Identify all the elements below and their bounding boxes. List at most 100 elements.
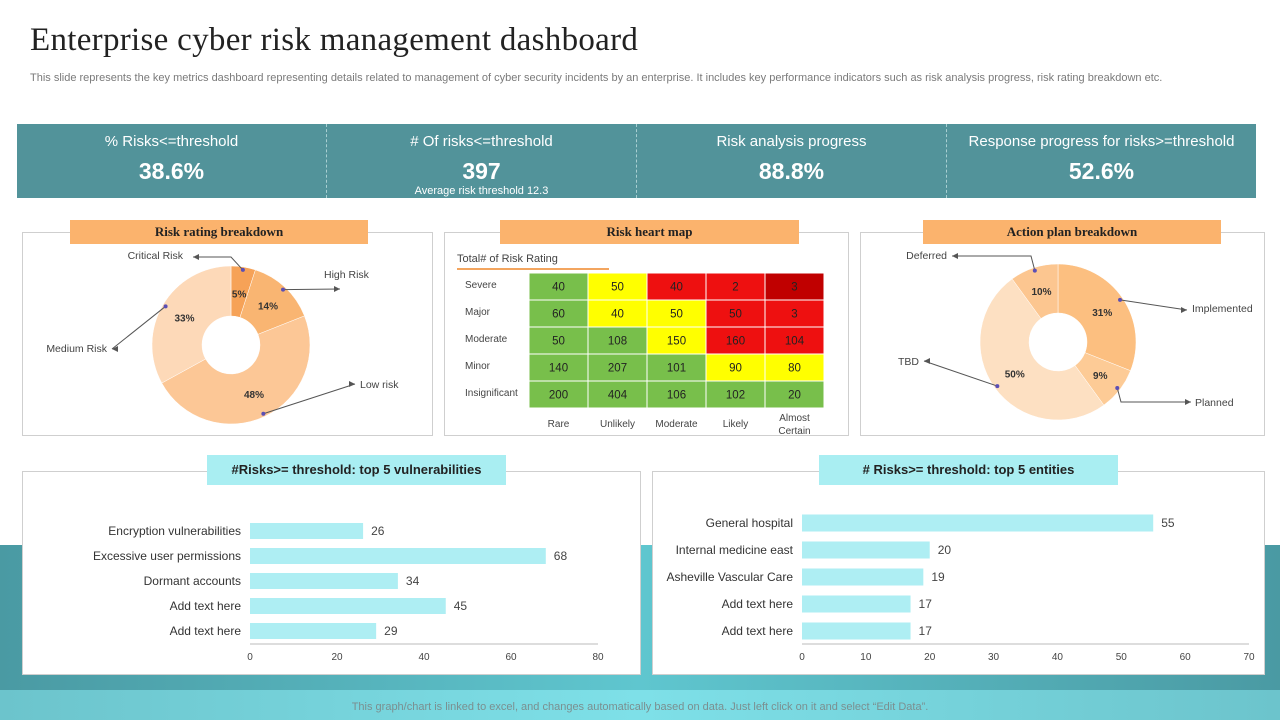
col-label-almost-certain: Almost Certain [778, 413, 810, 437]
x-tick-label: 0 [247, 652, 253, 663]
callout-label-planned: Planned [1195, 397, 1234, 409]
bar-add-text-here[interactable] [802, 595, 911, 613]
heatmap-cell-value: 50 [611, 282, 624, 294]
heatmap-cell[interactable] [646, 380, 707, 409]
category-label: Dormant accounts [144, 574, 241, 588]
vulnerabilities-panel: 0 20 40 60 80 Encryption vulnerabilities 26 Exc… [22, 471, 641, 675]
background-strip [0, 690, 1280, 720]
kpi-label: # Of risks<=threshold [410, 133, 553, 150]
risk-rating-panel: 5% Critical Risk 14% High Risk 48% Low risk 33… [22, 232, 433, 436]
col-label-rare: Rare [548, 419, 570, 430]
bar-add-text-here[interactable] [250, 598, 446, 614]
data-label: 31% [1092, 308, 1112, 319]
donut-slice-deferred[interactable] [1011, 263, 1059, 319]
risk-heatmap-chart[interactable]: Total# of Risk Rating Severe 40 50 40 2 3 Major… [445, 233, 850, 437]
heatmap-subtitle: Total# of Risk Rating [457, 253, 558, 265]
risk-rating-donut-chart[interactable]: 5% Critical Risk 14% High Risk 48% Low risk 33… [23, 233, 434, 437]
bar-value-label: 17 [919, 597, 933, 611]
heatmap-cell[interactable] [587, 299, 648, 328]
callout-arrowhead [952, 253, 958, 259]
x-tick-label: 0 [799, 652, 805, 663]
heatmap-cell[interactable] [764, 299, 825, 328]
callout-dot [1118, 297, 1123, 302]
row-label-severe: Severe [465, 280, 497, 291]
heatmap-cell[interactable] [646, 326, 707, 355]
bar-value-label: 45 [454, 599, 468, 613]
heatmap-cell-value: 3 [791, 309, 797, 321]
bar-add-text-here[interactable] [250, 623, 377, 639]
kpi-label: % Risks<=threshold [104, 133, 239, 150]
bar-value-label: 34 [406, 574, 420, 588]
heatmap-cell[interactable] [705, 380, 766, 409]
heatmap-cell[interactable] [705, 299, 766, 328]
heatmap-cell[interactable] [528, 326, 589, 355]
donut-slice-implemented[interactable] [1057, 263, 1137, 372]
heatmap-cell-value: 140 [549, 363, 568, 375]
category-label: Internal medicine east [676, 543, 794, 557]
category-label: Excessive user permissions [93, 549, 241, 563]
entities-bar-chart[interactable]: 0 10 20 30 40 50 60 70 General hospital 55 Interna… [653, 472, 1266, 676]
donut-slice-tbd[interactable] [979, 278, 1105, 421]
heatmap-cell[interactable] [528, 380, 589, 409]
kpi-value: 397 [462, 158, 501, 184]
callout-dot [281, 287, 286, 292]
heatmap-cell[interactable] [587, 380, 648, 409]
col-label-moderate: Moderate [655, 419, 698, 430]
bar-asheville-vascular-care[interactable] [802, 568, 924, 586]
heatmap-cell[interactable] [705, 326, 766, 355]
bar-general-hospital[interactable] [802, 514, 1154, 532]
x-tick-label: 60 [1180, 652, 1192, 663]
callout-line [193, 256, 244, 271]
heatmap-cell-value: 150 [667, 336, 686, 348]
bar-dormant-accounts[interactable] [250, 573, 398, 589]
x-tick-label: 40 [418, 652, 430, 663]
action-plan-header: Action plan breakdown [923, 220, 1221, 244]
data-label: 48% [244, 390, 264, 401]
heatmap-cell-value: 101 [667, 363, 686, 375]
entities-panel: 0 10 20 30 40 50 60 70 General hospital 55 Interna… [652, 471, 1265, 675]
bar-excessive-user-permissions[interactable] [250, 548, 546, 564]
heatmap-cell[interactable] [764, 326, 825, 355]
bar-add-text-here[interactable] [802, 622, 911, 640]
action-plan-donut-chart[interactable]: 31% Implemented 9% Planned 50% TBD 10% Deferred [861, 233, 1266, 437]
callout-line [1116, 387, 1191, 403]
heatmap-cell[interactable] [764, 380, 825, 409]
heatmap-cell-value: 207 [608, 363, 627, 375]
heatmap-cell[interactable] [587, 353, 648, 382]
callout-arrowhead [1181, 307, 1187, 313]
vulnerabilities-bar-chart[interactable]: 0 20 40 60 80 Encryption vulnerabilities 26 Exc… [23, 472, 642, 676]
x-tick-label: 20 [331, 652, 343, 663]
heatmap-cell[interactable] [764, 353, 825, 382]
bar-value-label: 19 [931, 570, 945, 584]
callout-line [263, 383, 356, 415]
heatmap-cell[interactable] [705, 353, 766, 382]
data-label: 33% [175, 314, 195, 325]
x-tick-label: 30 [988, 652, 1000, 663]
row-label-major: Major [465, 307, 491, 318]
bar-encryption-vulnerabilities[interactable] [250, 523, 364, 539]
data-label: 14% [258, 302, 278, 313]
heatmap-cell-value: 60 [552, 309, 565, 321]
bar-value-label: 26 [371, 524, 385, 538]
bar-internal-medicine-east[interactable] [802, 541, 930, 559]
row-label-moderate: Moderate [465, 334, 508, 345]
category-label: Add text here [170, 599, 242, 613]
bar-value-label: 68 [554, 549, 568, 563]
x-tick-label: 40 [1052, 652, 1064, 663]
data-label: 50% [1005, 369, 1025, 380]
donut-slice-low-risk[interactable] [161, 315, 311, 425]
heatmap-cell[interactable] [528, 353, 589, 382]
heatmap-cell[interactable] [764, 272, 825, 301]
kpi-count-below-threshold: # Of risks<=threshold 397 Average risk t… [327, 124, 637, 198]
callout-line [283, 288, 341, 291]
callout-label-deferred: Deferred [906, 250, 947, 262]
heatmap-cell-value: 90 [729, 363, 742, 375]
col-label-likely: Likely [723, 419, 749, 430]
heatmap-cell[interactable] [528, 299, 589, 328]
heatmap-cell-value: 104 [785, 336, 805, 348]
risk-rating-header: Risk rating breakdown [70, 220, 368, 244]
callout-label-medium-risk: Medium Risk [46, 343, 107, 355]
donut-slice-medium-risk[interactable] [151, 265, 232, 384]
callout-dot [1115, 385, 1120, 390]
heatmap-cell-value: 404 [608, 390, 628, 402]
